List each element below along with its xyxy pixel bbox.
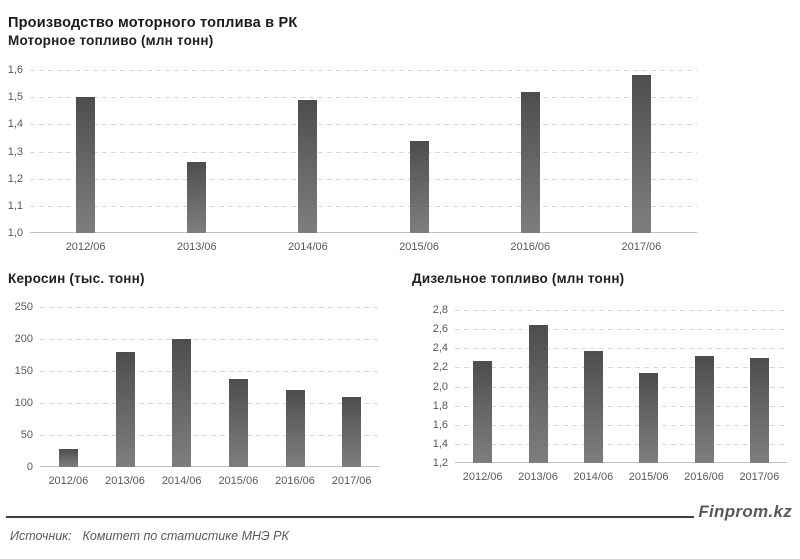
y-tick-label: 1,6 — [432, 418, 448, 431]
y-tick-label: 2,2 — [432, 361, 448, 374]
bar-2015-06 — [228, 378, 248, 467]
y-tick-label: 50 — [20, 428, 33, 441]
x-axis-line — [40, 466, 380, 467]
x-tick-label: 2015/06 — [399, 241, 439, 253]
x-axis-line — [455, 462, 787, 463]
bar-2017-06 — [631, 75, 651, 233]
bar-2015-06 — [639, 373, 659, 463]
bar-2016-06 — [285, 390, 305, 467]
y-tick-label: 1,2 — [7, 172, 23, 185]
bar-2013-06 — [187, 162, 207, 233]
y-tick-label: 1,6 — [7, 63, 23, 76]
x-tick-label: 2015/06 — [218, 475, 259, 487]
y-tick-label: 2,6 — [432, 322, 448, 335]
x-tick-label: 2013/06 — [176, 241, 217, 253]
bar-2017-06 — [749, 357, 769, 463]
x-tick-label: 2017/06 — [331, 475, 372, 487]
y-gridline — [455, 329, 787, 331]
bar-2014-06 — [583, 351, 603, 463]
chart-motor-fuel-title: Моторное топливо (млн тонн) — [8, 33, 214, 48]
y-gridline — [30, 151, 697, 153]
x-tick-label: 2012/06 — [65, 241, 106, 253]
x-tick-label: 2014/06 — [161, 475, 202, 487]
brand-logo-text: Finprom.kz — [698, 502, 792, 521]
x-tick-label: 2016/06 — [684, 471, 724, 483]
x-tick-label: 2012/06 — [48, 475, 89, 487]
y-gridline — [455, 348, 787, 350]
y-gridline — [455, 367, 787, 369]
chart-diesel-plot-area: 1,2 1,4 1,6 1,8 2,0 2,2 2,4 2,6 2,8 2012/06 2013/0… — [433, 304, 787, 483]
y-tick-label: 0 — [26, 460, 33, 473]
y-tick-label: 1,4 — [432, 437, 448, 450]
chart-kerosene-title: Керосин (тыс. тонн) — [8, 271, 145, 286]
y-gridline — [30, 70, 697, 71]
y-gridline — [455, 310, 787, 311]
y-tick-label: 2,4 — [432, 342, 448, 355]
chart-diesel-title: Дизельное топливо (млн тонн) — [412, 271, 625, 286]
page-title: Производство моторного топлива в РК — [8, 14, 298, 31]
chart-motor-fuel: Моторное топливо (млн тонн) 1,0 1,1 1,2 1,3… — [0, 33, 800, 261]
x-tick-label: 2013/06 — [105, 475, 145, 487]
x-axis-line — [30, 232, 697, 233]
y-gridline — [40, 403, 380, 404]
y-tick-label: 1,4 — [7, 118, 23, 131]
source-note: Источник: Комитет по статистике МНЭ РК — [10, 529, 289, 543]
y-tick-label: 1,3 — [7, 145, 23, 158]
chart-motor-fuel-plot-area: 1,0 1,1 1,2 1,3 1,4 1,5 1,6 2012/06 2013/06 2014/… — [8, 64, 697, 253]
x-tick-label: 2016/06 — [510, 241, 551, 253]
bar-2013-06 — [115, 351, 135, 467]
y-gridline — [40, 339, 380, 340]
bar-2012-06 — [76, 97, 96, 233]
bar-2015-06 — [409, 140, 429, 233]
y-gridline — [30, 124, 697, 126]
bar-2012-06 — [473, 360, 493, 463]
y-gridline — [30, 97, 697, 99]
y-tick-label: 200 — [14, 332, 33, 345]
bar-2014-06 — [172, 339, 192, 467]
y-gridline — [455, 386, 787, 388]
bar-2017-06 — [342, 396, 362, 467]
x-tick-label: 2013/06 — [518, 471, 558, 483]
y-tick-label: 150 — [14, 364, 33, 377]
y-gridline — [30, 178, 697, 180]
y-gridline — [455, 405, 787, 407]
x-tick-label: 2015/06 — [628, 471, 669, 483]
y-gridline — [30, 205, 697, 207]
bar-2016-06 — [694, 355, 714, 463]
y-gridline — [40, 371, 380, 372]
y-tick-label: 100 — [14, 396, 33, 409]
y-gridline — [455, 443, 787, 445]
x-tick-label: 2012/06 — [462, 471, 503, 483]
x-tick-label: 2014/06 — [288, 241, 328, 253]
y-gridline — [40, 435, 380, 436]
y-tick-label: 250 — [14, 300, 33, 313]
source-label: Источник: — [10, 529, 72, 543]
x-tick-label: 2014/06 — [573, 471, 614, 483]
y-gridline — [40, 307, 380, 308]
chart-kerosene-plot-area: 0 50 100 150 200 250 2012/06 2013/06 2014/06 2015… — [15, 301, 380, 487]
y-tick-label: 1,2 — [432, 456, 448, 469]
bar-2014-06 — [298, 99, 318, 233]
y-gridline — [455, 424, 787, 426]
chart-kerosene: Керосин (тыс. тонн) 0 50 100 150 200 250 2012/… — [0, 271, 400, 501]
y-tick-label: 1,0 — [7, 226, 23, 239]
source-value: Комитет по статистике МНЭ РК — [82, 529, 289, 543]
y-tick-label: 1,1 — [7, 199, 23, 212]
y-tick-label: 1,8 — [432, 399, 448, 412]
y-tick-label: 1,5 — [7, 90, 23, 103]
bar-2013-06 — [528, 325, 548, 463]
bar-2012-06 — [58, 449, 78, 467]
x-tick-label: 2017/06 — [739, 471, 780, 483]
footer-divider-line — [6, 516, 694, 518]
bar-2016-06 — [520, 91, 540, 233]
chart-diesel: Дизельное топливо (млн тонн) 1,2 1,4 1,6 1,… — [400, 271, 800, 501]
y-tick-label: 2,8 — [432, 303, 448, 316]
x-tick-label: 2017/06 — [621, 241, 662, 253]
y-tick-label: 2,0 — [432, 380, 448, 393]
x-tick-label: 2016/06 — [275, 475, 315, 487]
